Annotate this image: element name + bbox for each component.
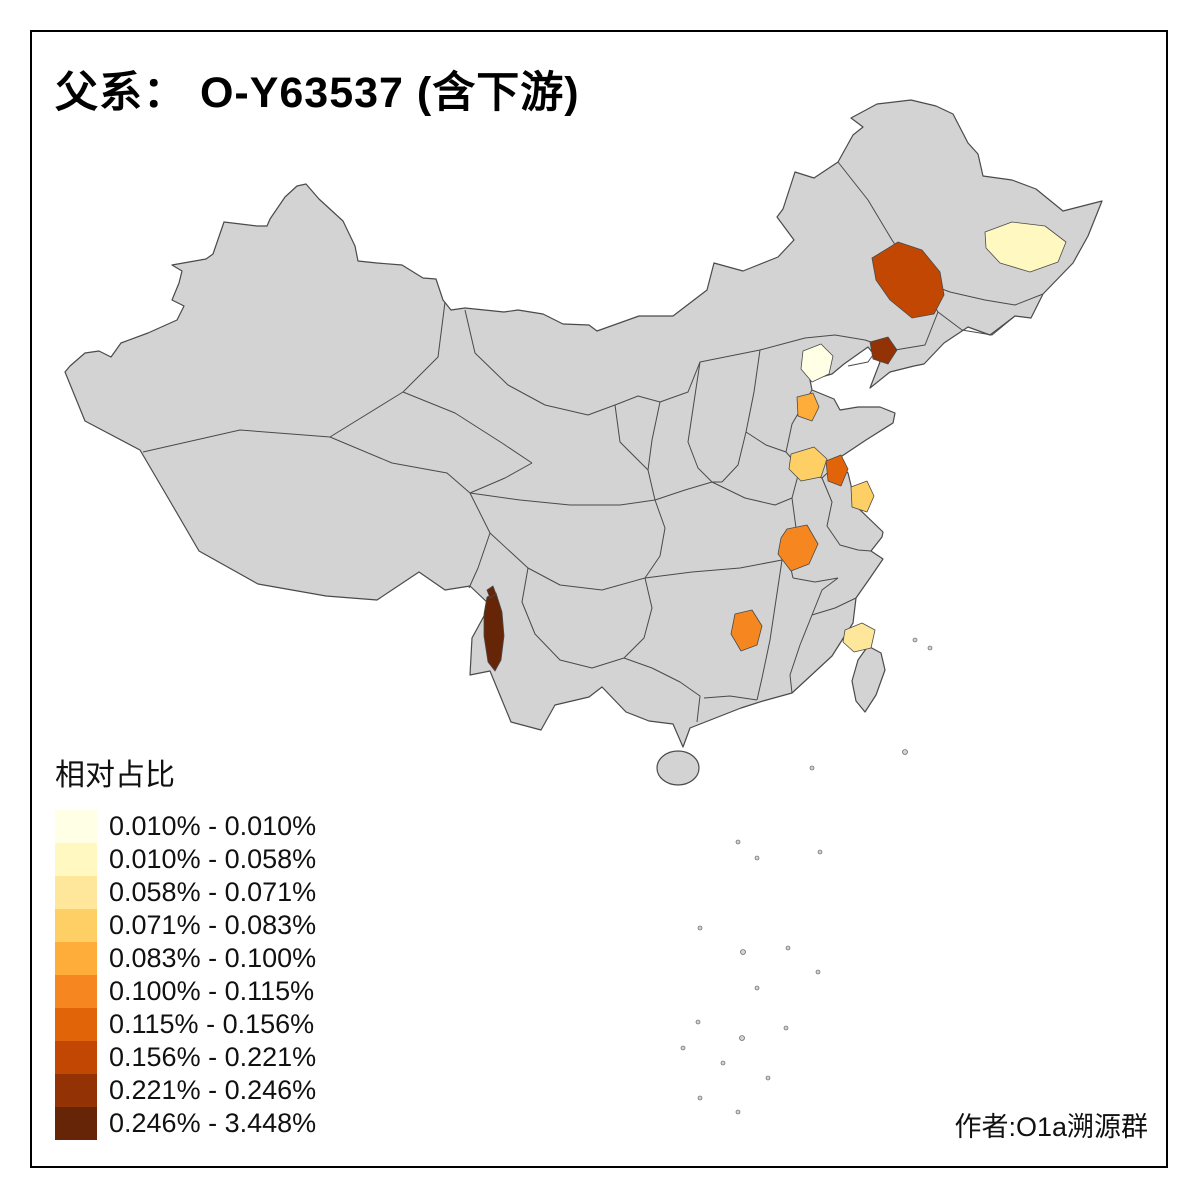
legend: 相对占比 0.010% - 0.010% 0.010% - 0.058% 0.0… — [55, 750, 316, 1140]
highlighted-region-7 — [825, 454, 849, 487]
legend-label: 0.083% - 0.100% — [109, 943, 317, 973]
highlighted-region-1 — [984, 221, 1067, 273]
legend-item: 0.156% - 0.221% — [55, 1041, 316, 1074]
legend-swatch — [55, 909, 97, 942]
highlighted-region-11 — [483, 592, 505, 672]
highlighted-region-4 — [800, 343, 834, 383]
legend-item: 0.100% - 0.115% — [55, 975, 316, 1008]
legend-label: 0.221% - 0.246% — [109, 1075, 317, 1105]
mainland-outline — [64, 99, 1103, 748]
legend-swatch — [55, 942, 97, 975]
legend-swatch — [55, 1041, 97, 1074]
highlighted-region-9 — [777, 524, 819, 572]
legend-item: 0.071% - 0.083% — [55, 909, 316, 942]
legend-swatch — [55, 1074, 97, 1107]
hainan-island — [656, 750, 700, 786]
legend-label: 0.246% - 3.448% — [109, 1108, 317, 1138]
legend-swatch — [55, 810, 97, 843]
legend-item: 0.083% - 0.100% — [55, 942, 316, 975]
sea-islands — [680, 637, 933, 1115]
legend-swatch — [55, 1107, 97, 1140]
legend-swatch — [55, 975, 97, 1008]
legend-label: 0.071% - 0.083% — [109, 910, 317, 940]
highlighted-region-13 — [842, 622, 876, 653]
highlighted-region-3 — [869, 336, 898, 365]
legend-item: 0.221% - 0.246% — [55, 1074, 316, 1107]
highlighted-region-2 — [871, 241, 945, 319]
legend-label: 0.010% - 0.058% — [109, 844, 317, 874]
highlighted-region-5 — [796, 392, 820, 422]
legend-title: 相对占比 — [55, 759, 175, 792]
legend-item: 0.246% - 3.448% — [55, 1107, 316, 1140]
highlighted-region-6 — [788, 446, 828, 482]
highlighted-regions — [483, 221, 1067, 672]
legend-item: 0.010% - 0.010% — [55, 810, 316, 843]
highlighted-region-12 — [486, 585, 497, 599]
author-credit: 作者:O1a溯源群 — [954, 1112, 1148, 1142]
page-title: 父系： O-Y63537 (含下游) — [55, 69, 580, 117]
legend-label: 0.115% - 0.156% — [109, 1009, 315, 1039]
legend-item: 0.058% - 0.071% — [55, 876, 316, 909]
taiwan-island — [851, 645, 886, 713]
legend-label: 0.156% - 0.221% — [109, 1042, 317, 1072]
highlighted-region-8 — [850, 480, 875, 513]
legend-label: 0.058% - 0.071% — [109, 877, 317, 907]
mainland-group — [64, 99, 1103, 786]
legend-item: 0.115% - 0.156% — [55, 1008, 316, 1041]
highlighted-region-10 — [730, 609, 763, 652]
legend-swatch — [55, 876, 97, 909]
legend-label: 0.100% - 0.115% — [109, 976, 315, 1006]
legend-swatch — [55, 1008, 97, 1041]
legend-item: 0.010% - 0.058% — [55, 843, 316, 876]
legend-swatch — [55, 843, 97, 876]
legend-label: 0.010% - 0.010% — [109, 811, 317, 841]
